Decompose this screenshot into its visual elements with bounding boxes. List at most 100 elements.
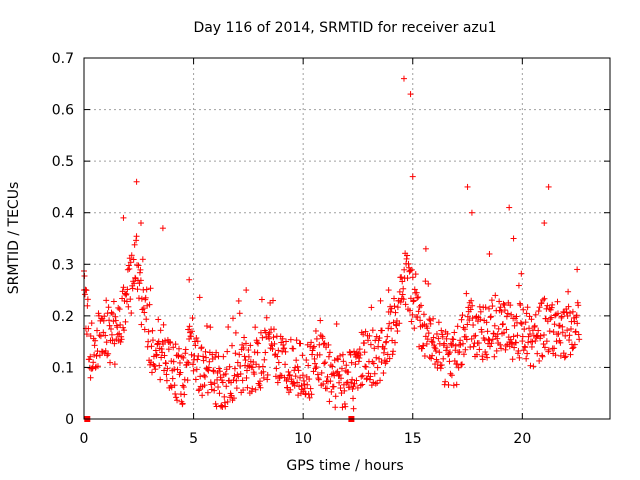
data-point [430, 315, 437, 322]
data-point [560, 350, 567, 357]
data-point [488, 340, 495, 347]
data-point [386, 355, 393, 362]
data-point [156, 362, 163, 369]
data-point [383, 338, 390, 345]
data-point [273, 365, 280, 372]
data-point [131, 280, 138, 287]
data-point [362, 328, 369, 335]
data-point [483, 319, 490, 326]
data-point [407, 267, 414, 274]
data-point [462, 346, 469, 353]
data-point [104, 310, 111, 317]
y-tick-label: 0 [65, 412, 74, 428]
data-point [523, 310, 530, 317]
data-point [459, 312, 466, 319]
data-point [575, 302, 582, 309]
data-point [206, 358, 213, 365]
data-point [336, 379, 343, 386]
data-point [337, 385, 344, 392]
data-point [534, 350, 541, 357]
data-point [378, 327, 385, 334]
data-point [181, 391, 188, 398]
data-point [117, 338, 124, 345]
data-point [561, 354, 568, 361]
data-point [266, 329, 273, 336]
data-point [138, 321, 145, 328]
data-point [371, 370, 378, 377]
data-point [408, 266, 415, 273]
data-point [118, 336, 125, 343]
data-point [338, 365, 345, 372]
data-point [412, 271, 419, 278]
data-point [297, 340, 304, 347]
data-point [160, 321, 167, 328]
data-point [165, 346, 172, 353]
x-tick-label: 20 [513, 431, 531, 447]
data-point [175, 345, 182, 352]
data-point [146, 301, 153, 308]
data-point [103, 297, 110, 304]
data-point [127, 296, 134, 303]
data-point [147, 285, 154, 292]
data-point [377, 297, 384, 304]
data-point [484, 328, 491, 335]
data-point [255, 340, 262, 347]
data-point [532, 337, 539, 344]
data-point [245, 347, 252, 354]
data-point [425, 330, 432, 337]
data-point [415, 308, 422, 315]
data-point [476, 346, 483, 353]
data-point [333, 321, 340, 328]
data-point [190, 367, 197, 374]
data-point [498, 308, 505, 315]
data-point [327, 362, 334, 369]
data-point [277, 372, 284, 379]
data-point [115, 304, 122, 311]
data-point [299, 372, 306, 379]
data-point [417, 317, 424, 324]
data-point [368, 382, 375, 389]
data-point [299, 352, 306, 359]
data-point [196, 386, 203, 393]
data-point [122, 318, 129, 325]
data-point [327, 378, 334, 385]
data-point [202, 348, 209, 355]
data-point [135, 295, 142, 302]
data-point [283, 338, 290, 345]
data-point [477, 308, 484, 315]
data-point [461, 326, 468, 333]
data-point [564, 327, 571, 334]
data-point [293, 357, 300, 364]
data-point [321, 360, 328, 367]
data-point [450, 382, 457, 389]
data-point [305, 362, 312, 369]
data-point [429, 352, 436, 359]
data-point [199, 392, 206, 399]
data-point [514, 332, 521, 339]
data-point [373, 354, 380, 361]
data-point [404, 252, 411, 259]
data-point [107, 359, 114, 366]
data-point [236, 351, 243, 358]
data-point [421, 352, 428, 359]
data-point [326, 349, 333, 356]
data-point [317, 317, 324, 324]
data-point [243, 287, 250, 294]
data-point [231, 365, 238, 372]
data-point [523, 355, 530, 362]
data-point [538, 300, 545, 307]
data-point [205, 364, 212, 371]
data-point [468, 297, 475, 304]
data-point [510, 333, 517, 340]
data-point [494, 331, 501, 338]
data-point [157, 327, 164, 334]
data-point [330, 383, 337, 390]
data-point [129, 285, 136, 292]
data-point [260, 374, 267, 381]
data-point [224, 348, 231, 355]
data-point [158, 354, 165, 361]
data-point [143, 316, 150, 323]
data-point [444, 344, 451, 351]
data-point [384, 333, 391, 340]
data-point [473, 351, 480, 358]
